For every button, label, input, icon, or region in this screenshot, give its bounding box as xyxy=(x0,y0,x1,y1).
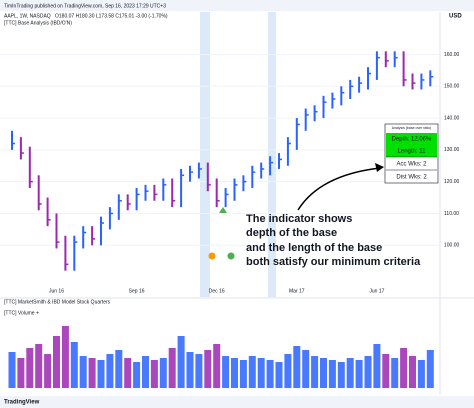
volume-bar xyxy=(311,356,319,388)
arrow xyxy=(297,167,381,211)
annotation-line: depth of the base xyxy=(246,227,337,239)
volume-bar xyxy=(106,354,114,388)
table-cell xyxy=(386,133,437,145)
volume-bar xyxy=(426,350,434,388)
volume-bar xyxy=(124,358,132,388)
y-tick-label: 110.00 xyxy=(444,211,459,217)
annotation-line: both satisfy our minimum criteria xyxy=(246,256,421,268)
x-tick-label: Dec 16 xyxy=(209,288,225,294)
y-tick-label: 160.00 xyxy=(444,52,460,58)
y-tick-label: 140.00 xyxy=(444,115,460,121)
volume-bar xyxy=(168,348,176,388)
volume-bar xyxy=(115,350,123,388)
annotation-line: The indicator shows xyxy=(246,213,352,225)
volume-bar xyxy=(213,344,221,388)
volume-bar xyxy=(26,348,34,388)
footer-bar xyxy=(0,396,474,408)
volume-bar xyxy=(17,358,25,388)
y-tick-label: 120.00 xyxy=(444,179,460,185)
x-tick-label: Sep 16 xyxy=(129,288,145,294)
volume-bar xyxy=(266,360,274,388)
analysis-table: Analysis (base over ratio) Depth: 12.06%… xyxy=(384,123,439,184)
volume-bar xyxy=(328,360,336,388)
volume-bar xyxy=(61,326,69,388)
volume-bar xyxy=(133,362,141,388)
table-row: Depth: 12.06% xyxy=(392,137,432,143)
volume-bar xyxy=(239,360,247,388)
currency: USD xyxy=(449,14,462,20)
table-row: Dist Wks: 2 xyxy=(396,175,427,181)
volume-bar xyxy=(79,356,87,388)
signal-dot xyxy=(208,252,216,260)
x-tick-label: Jun 16 xyxy=(49,288,64,294)
volume-bar xyxy=(142,356,149,388)
annotation-line: and the length of the base xyxy=(246,242,382,254)
volume-bar xyxy=(222,356,230,388)
volume-bar xyxy=(70,342,78,388)
volume-bar xyxy=(293,346,301,388)
volume-bar xyxy=(284,354,292,388)
y-tick-label: 100.00 xyxy=(444,243,460,249)
x-tick-label: Jun 17 xyxy=(369,288,384,294)
volume-bar xyxy=(320,358,327,388)
volume-bar xyxy=(195,354,203,388)
volume-bar xyxy=(373,344,381,388)
volume-bar xyxy=(44,354,52,388)
y-tick-label: 130.00 xyxy=(444,147,460,153)
volume-bar xyxy=(53,336,60,388)
legend-volume: [TTC] Volume + xyxy=(4,310,39,316)
volume-bar xyxy=(382,354,390,388)
volume-bar xyxy=(177,336,185,388)
volume-bar xyxy=(355,360,363,388)
brand: TradingView xyxy=(4,400,40,406)
legend-symbol: AAPL, 1W, NASDAQ xyxy=(4,13,51,19)
legend-ohlc: O180.07 H180.30 L173.58 C175.01 -3.00 (-… xyxy=(55,13,168,19)
volume-bar xyxy=(417,360,425,388)
marks: 100.00 110.00 120.00 130.00 140.00 150.00 160.… xyxy=(0,51,460,388)
volume-bar xyxy=(346,358,354,388)
volume-bar xyxy=(186,352,194,388)
legend-quarters: [TTC] MarketSmith & IBD Model Stock Quar… xyxy=(4,299,111,305)
volume-bar xyxy=(364,356,372,388)
volume-bar xyxy=(275,362,283,388)
volume-bar xyxy=(159,358,167,388)
volume-bar xyxy=(97,360,105,388)
volume-bar xyxy=(88,358,96,388)
volume-bar xyxy=(391,358,399,388)
arrow-head xyxy=(375,163,384,172)
highlight-band xyxy=(268,12,276,297)
volume-bar xyxy=(231,358,238,388)
volume-bar xyxy=(409,356,416,388)
x-tick-label: Mar 17 xyxy=(289,288,305,294)
signal-triangle xyxy=(219,207,227,213)
header-text: TimInTrading published on TradingView.co… xyxy=(4,3,166,9)
table-cell xyxy=(386,145,437,157)
volume-bar xyxy=(35,344,43,388)
volume-bar xyxy=(204,350,212,388)
header-bar xyxy=(0,0,474,11)
y-tick-label: 150.00 xyxy=(444,84,460,90)
table-row: Length: 11 xyxy=(398,149,427,155)
volume-bar xyxy=(8,352,16,388)
volume-bar xyxy=(400,348,408,388)
annotation: The indicator shows depth of the base an… xyxy=(246,213,421,268)
volume-bar xyxy=(248,356,256,388)
volume-bar xyxy=(337,362,345,388)
table-title: Analysis (base over ratio) xyxy=(392,126,432,130)
highlight-band xyxy=(200,12,210,297)
signal-dot xyxy=(227,252,235,260)
volume-bar xyxy=(257,358,265,388)
volume-bar xyxy=(302,350,310,388)
volume-bar xyxy=(150,360,158,388)
legend-indicator: [TTC] Base Analysis (IBD/O'N) xyxy=(4,20,72,26)
table-row: Acc Wks: 2 xyxy=(396,162,427,168)
